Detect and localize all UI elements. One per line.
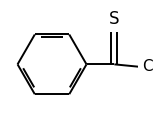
Text: S: S: [109, 10, 120, 28]
Text: Cl: Cl: [143, 59, 154, 75]
